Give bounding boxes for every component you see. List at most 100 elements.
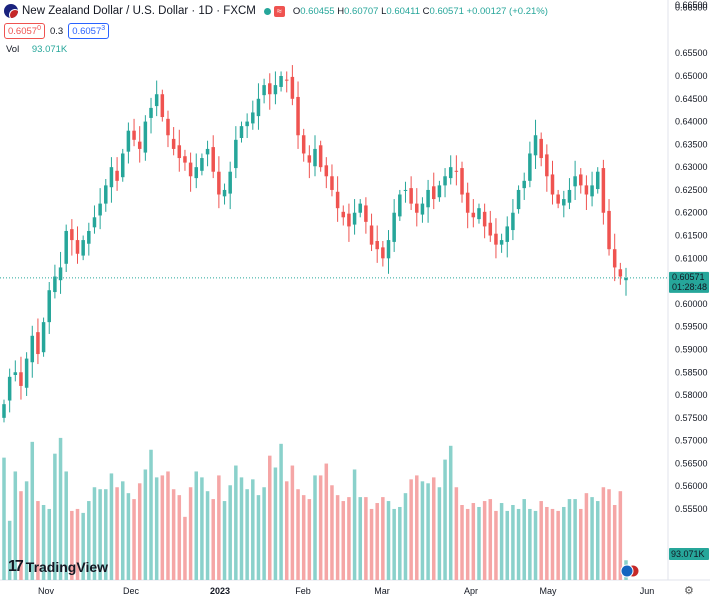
volume-bar (70, 510, 74, 580)
candle-body (505, 226, 510, 242)
price-tick-label: 0.64500 (675, 94, 708, 104)
brand-name: TradingView (25, 559, 109, 575)
volume-bar (505, 510, 510, 580)
sell-button[interactable]: 0.60570 (4, 23, 45, 40)
candle-body (386, 240, 391, 259)
volume-bar (420, 481, 425, 580)
candle-body (126, 130, 131, 152)
volume-bar (36, 501, 40, 580)
volume-bar (273, 467, 278, 580)
candle-body (511, 212, 515, 231)
price-tick-label: 0.61500 (675, 231, 708, 241)
candle-body (98, 203, 102, 216)
volume-bar (120, 481, 125, 580)
candle-body (392, 212, 396, 242)
candle-body (268, 83, 272, 95)
candle-body (358, 203, 362, 213)
market-status-icon[interactable] (263, 7, 271, 15)
price-tag-box (669, 271, 709, 293)
volume-bar (409, 479, 413, 580)
price-tick-label: 0.58000 (675, 390, 708, 400)
change-value: +0.00127 (+0.21%) (466, 5, 548, 17)
volume-bar (437, 487, 442, 580)
volume-bar (171, 489, 176, 580)
data-badge[interactable]: ≈ (273, 5, 285, 17)
volume-bar (47, 508, 51, 580)
candle-body (477, 208, 481, 220)
candle-body (120, 153, 125, 178)
volume-bar (98, 489, 102, 580)
candle-body (143, 121, 148, 153)
volume-bar (211, 499, 215, 580)
volume-bar (494, 510, 498, 580)
volume-bar (137, 483, 142, 580)
volume-bar (352, 469, 357, 580)
symbol-title[interactable]: New Zealand Dollar / U.S. Dollar · 1D · … (22, 5, 256, 17)
time-axis-label: 2023 (210, 586, 230, 596)
volume-bar (30, 441, 35, 580)
candle-body (403, 189, 408, 191)
volume-bar (567, 499, 572, 580)
candle-body (115, 170, 119, 181)
candle-body (58, 267, 63, 281)
economic-event-icon (620, 564, 634, 578)
candle-body (177, 145, 182, 159)
volume-bar (454, 487, 459, 580)
volume-bar (426, 483, 430, 580)
price-tick-label: 0.56000 (675, 481, 708, 491)
candle-body (19, 372, 23, 386)
price-tick-label: 0.55500 (675, 504, 708, 514)
time-axis-label: Apr (464, 586, 478, 596)
candle-body (516, 189, 521, 210)
tradingview-logo-icon: 17 (8, 558, 24, 575)
candle-body (154, 94, 159, 107)
candle-body (137, 141, 142, 149)
candle-body (36, 332, 40, 355)
candle-body (87, 230, 91, 244)
time-axis-label: Mar (374, 586, 390, 596)
candle-body (454, 170, 459, 172)
volume-bar (431, 477, 436, 580)
volume-bar (465, 508, 470, 580)
volume-bar (539, 501, 543, 580)
candle-body (443, 176, 447, 186)
volume-bar (488, 499, 493, 580)
volume-bar (369, 508, 374, 580)
candle-body (149, 107, 153, 118)
candle-body (448, 167, 453, 179)
currency-flag-icon (4, 4, 18, 18)
price-tick-label: 0.57500 (675, 413, 708, 423)
volume-bar (200, 477, 204, 580)
volume-bar (313, 475, 317, 580)
buy-button[interactable]: 0.60573 (68, 23, 110, 40)
price-tick-label: 0.65000 (675, 71, 708, 81)
volume-legend[interactable]: Vol 93.071K (6, 44, 67, 55)
tradingview-logo[interactable]: 17 TradingView (8, 558, 108, 576)
price-tick-label: 0.60000 (675, 299, 708, 309)
candle-body (273, 85, 278, 95)
volume-bar (381, 497, 385, 580)
volume-bar (160, 475, 165, 580)
gear-icon[interactable]: ⚙ (684, 585, 694, 597)
price-tick-label: 0.61000 (675, 253, 708, 263)
price-tick-label: 0.64000 (675, 117, 708, 127)
candle-body (188, 162, 193, 177)
volume-bar (545, 506, 549, 580)
candle-body (381, 247, 385, 259)
price-tick-label: 0.65500 (675, 48, 708, 58)
price-tick-label: 0.58500 (675, 367, 708, 377)
candle-body (341, 211, 346, 218)
volume-bar (115, 487, 119, 580)
price-tick-label: 0.63000 (675, 162, 708, 172)
candle-body (528, 153, 532, 181)
volume-bar (239, 477, 244, 580)
candle-body (398, 194, 402, 217)
volume-bar (13, 471, 18, 580)
volume-bar (471, 503, 476, 580)
candle-body (245, 121, 249, 127)
volume-bar (595, 501, 600, 580)
price-tick-label: 0.62500 (675, 185, 708, 195)
candle-body (307, 155, 312, 163)
